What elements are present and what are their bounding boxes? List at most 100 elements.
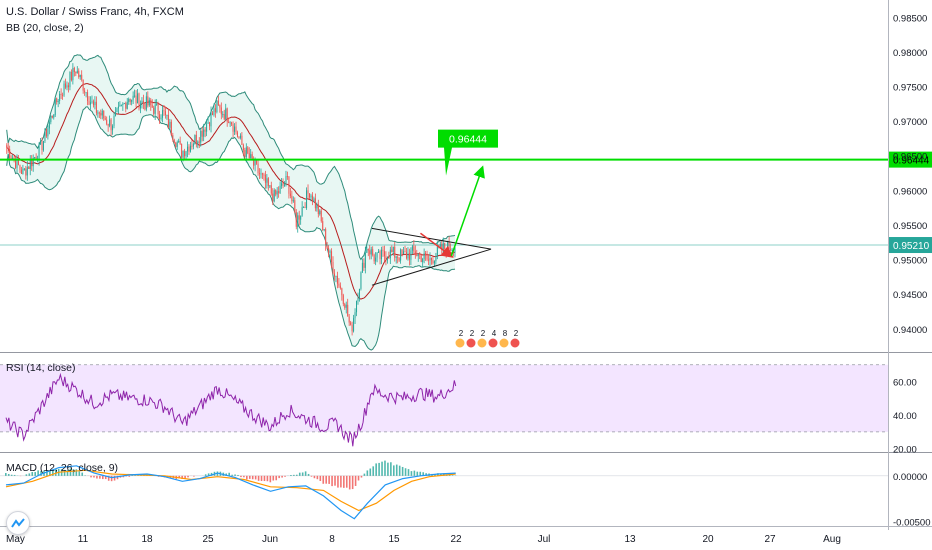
macd-histogram-bar: [404, 468, 407, 476]
candle-body: [294, 200, 296, 213]
time-tick-label: 8: [329, 534, 335, 545]
macd-histogram-bar: [231, 474, 233, 476]
candle-body: [282, 183, 284, 186]
bollinger-upper-line: [6, 54, 456, 261]
tradingview-logo-icon[interactable]: [6, 511, 30, 535]
macd-histogram-bar: [225, 473, 228, 476]
macd-histogram-bar: [10, 474, 13, 476]
candle-body: [153, 107, 155, 114]
time-tick-label: Jul: [538, 534, 551, 545]
macd-histogram-bar: [266, 475, 269, 482]
event-marker: [509, 337, 521, 349]
candle-body: [172, 135, 174, 141]
triangle-pattern: [371, 227, 492, 286]
candle-body: [69, 71, 71, 88]
candle-body: [292, 200, 294, 202]
candle-body: [211, 112, 214, 115]
candle-body: [356, 301, 358, 313]
macd-histogram-bar: [25, 474, 28, 476]
candle-body: [311, 195, 313, 203]
candle-body: [220, 107, 222, 115]
price-tick-label: 0.96000: [893, 186, 927, 197]
candle-body: [200, 130, 202, 143]
candle-body: [410, 250, 412, 260]
time-tick-label: 20: [702, 534, 714, 545]
candle-body: [103, 110, 105, 119]
macd-histogram-bar: [363, 473, 366, 476]
macd-histogram-bar: [410, 471, 413, 476]
macd-histogram-bar: [184, 475, 186, 479]
candle-body: [169, 121, 171, 128]
macd-histogram-bar: [254, 475, 257, 480]
chart-title: U.S. Dollar / Swiss Franc, 4h, FXCM: [6, 6, 184, 18]
macd-histogram-bar: [116, 475, 119, 480]
candle-body: [92, 101, 94, 106]
candle-body: [132, 95, 134, 100]
macd-histogram-bar: [54, 469, 57, 476]
macd-pane[interactable]: [0, 460, 888, 520]
candle-body: [403, 251, 405, 255]
candle-body: [433, 261, 435, 264]
macd-histogram-bar: [49, 470, 51, 476]
candle-body: [106, 119, 108, 124]
macd-histogram-bar: [107, 475, 110, 481]
candle-body: [364, 252, 366, 268]
rsi-indicator-label[interactable]: RSI (14, close): [6, 362, 76, 374]
event-marker: [454, 337, 466, 349]
time-tick-label: 27: [764, 534, 776, 545]
candle-body: [298, 215, 300, 220]
candle-body: [342, 295, 344, 305]
candle-body: [405, 252, 408, 259]
candle-body: [380, 249, 383, 260]
candle-body: [141, 100, 143, 104]
candle-body: [295, 212, 297, 227]
macd-histogram-bar: [310, 475, 313, 477]
candle-body: [363, 262, 365, 268]
macd-histogram-bar: [193, 475, 195, 477]
macd-histogram-bar: [28, 473, 31, 476]
event-marker-count: 4: [492, 329, 497, 338]
last-price-label: 0.95210: [893, 241, 930, 252]
candle-body: [216, 100, 218, 113]
event-marker-count: 2: [514, 329, 519, 338]
macd-histogram-bar: [237, 474, 239, 476]
candle-body: [137, 93, 139, 104]
candle-body: [22, 168, 24, 175]
candle-body: [91, 101, 93, 103]
candle-body: [42, 141, 44, 151]
macd-histogram-bar: [93, 475, 95, 478]
candle-body: [67, 85, 69, 88]
candle-body: [244, 150, 246, 157]
macd-histogram-bar: [257, 475, 260, 481]
candle-body: [394, 246, 396, 258]
rsi-pane[interactable]: [0, 364, 888, 447]
candle-body: [392, 246, 394, 253]
candle-body: [338, 283, 340, 286]
candle-body: [336, 275, 338, 284]
candle-body: [423, 253, 425, 259]
macd-histogram-bar: [337, 475, 339, 488]
candle-body: [281, 183, 283, 186]
macd-histogram-bar: [122, 475, 125, 478]
bb-indicator-label[interactable]: BB (20, close, 2): [6, 22, 84, 34]
annotation-label: 0.96444: [449, 134, 487, 146]
macd-histogram-bar: [37, 470, 39, 476]
candle-body: [276, 191, 278, 195]
candle-body: [308, 193, 311, 198]
macd-indicator-label[interactable]: MACD (12, 26, close, 9): [6, 462, 119, 474]
candle-body: [35, 157, 37, 160]
candle-body: [144, 103, 146, 110]
time-tick-label: 15: [388, 534, 400, 545]
candle-body: [154, 104, 156, 114]
candle-body: [59, 93, 61, 101]
macd-histogram-bar: [69, 468, 72, 476]
macd-histogram-bar: [343, 475, 345, 488]
macd-histogram-bar: [319, 475, 322, 481]
candle-body: [217, 100, 219, 106]
candle-body: [241, 135, 243, 145]
candle-body: [17, 158, 20, 165]
candle-body: [129, 99, 131, 102]
candle-body: [248, 153, 250, 159]
